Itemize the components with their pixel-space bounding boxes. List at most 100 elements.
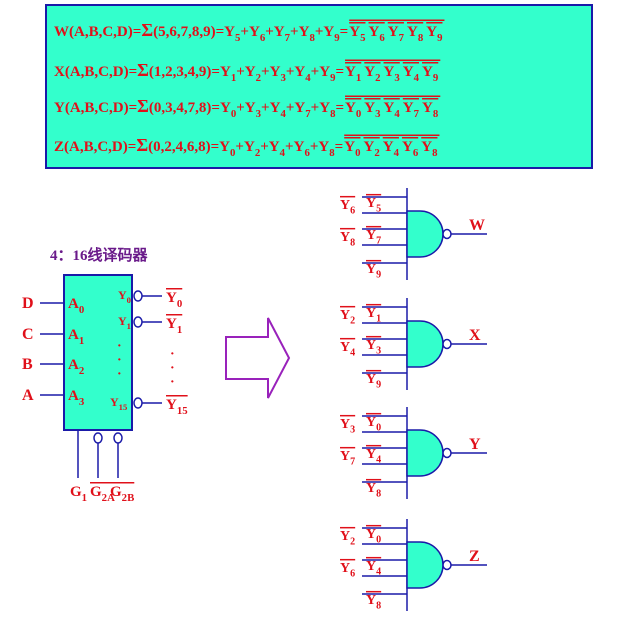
gate-input-label-subscript: 0 [376,422,381,433]
sum-term-subscript: 7 [305,108,311,120]
sigma-symbol: Σ [141,20,153,40]
sum-term-subscript: 3 [256,108,262,120]
output-pin-label-letter: Y [118,288,127,302]
equals-sign: = [129,64,138,80]
product-term-letter: Y [363,139,374,155]
equals-sign: = [129,100,138,116]
equals-sign: = [340,24,349,40]
product-term-subscript: 2 [374,147,379,159]
gate-input-label-subscript: 2 [350,536,355,547]
plus-sign: + [235,139,244,155]
product-term-letter: Y [364,64,375,80]
sum-term-subscript: 6 [304,147,310,159]
ellipsis-dot-outer: · [170,361,175,376]
enable-label-subscript: 1 [82,492,87,504]
gate-input-label-subscript: 8 [376,488,381,499]
sum-term-subscript: 8 [330,108,336,120]
sum-term-subscript: 2 [255,147,260,159]
equation-lhs: X(A,B,C,D) [54,64,129,80]
product-term-subscript: 4 [394,147,400,159]
equals-sign: = [211,64,220,80]
input-pin-label-subscript: 2 [79,365,84,377]
plus-sign: + [311,100,320,116]
sum-term-subscript: 4 [280,147,286,159]
product-term-subscript: 0 [355,147,360,159]
input-pin-label-subscript: 0 [79,304,84,316]
gate-input-label-subscript: 4 [376,566,381,577]
product-term-letter: Y [345,100,356,116]
equals-sign: = [216,24,225,40]
product-term-letter: Y [345,64,356,80]
sum-term-letter: Y [294,139,305,155]
gate-input-label-letter: Y [366,372,376,387]
product-term-subscript: 6 [413,147,419,159]
sum-term-letter: Y [270,64,281,80]
plus-sign: + [311,64,320,80]
enable-G2B: G 2B [110,432,135,504]
product-term-letter: Y [344,139,355,155]
plus-sign: + [236,100,245,116]
output-label-letter: Y [166,290,177,306]
gate-input-label-letter: Y [366,447,376,462]
inversion-bubble [133,290,143,302]
plus-sign: + [310,139,319,155]
sum-term-letter: Y [319,64,330,80]
ellipsis-dot-inner: · [117,339,122,354]
gate-output-label: W [469,217,485,234]
product-term-letter: Y [422,64,433,80]
equals-sign: = [128,139,137,155]
ellipsis-dot-outer: · [170,347,175,362]
sum-term-letter: Y [294,64,305,80]
equation-lhs: Z(A,B,C,D) [54,139,128,155]
gate-input-label-subscript: 6 [350,205,355,216]
plus-sign: + [286,100,295,116]
enable-label: G 2A [90,482,115,504]
product-term-subscript: 3 [375,108,381,120]
plus-sign: + [290,24,299,40]
gate-input-label-subscript: 6 [350,568,355,579]
output-pin-label-subscript: 1 [127,321,131,331]
product-term-subscript: 0 [356,108,361,120]
minterm-list: (5,6,7,8,9) [153,24,216,40]
output-pin-label-subscript: 15 [119,402,128,412]
sum-term-subscript: 7 [285,32,291,44]
gate-input-label-subscript: 3 [376,345,381,356]
plus-sign: + [240,24,249,40]
product-term-letter: Y [349,24,360,40]
input-pin-label-letter: A [68,327,79,343]
product-term-letter: Y [426,24,437,40]
output-label: Y 15 [166,395,188,417]
gate-input-label-letter: Y [340,198,350,213]
product-term-subscript: 7 [399,32,405,44]
plus-sign: + [261,100,270,116]
gate-input-label-letter: Y [366,196,376,211]
